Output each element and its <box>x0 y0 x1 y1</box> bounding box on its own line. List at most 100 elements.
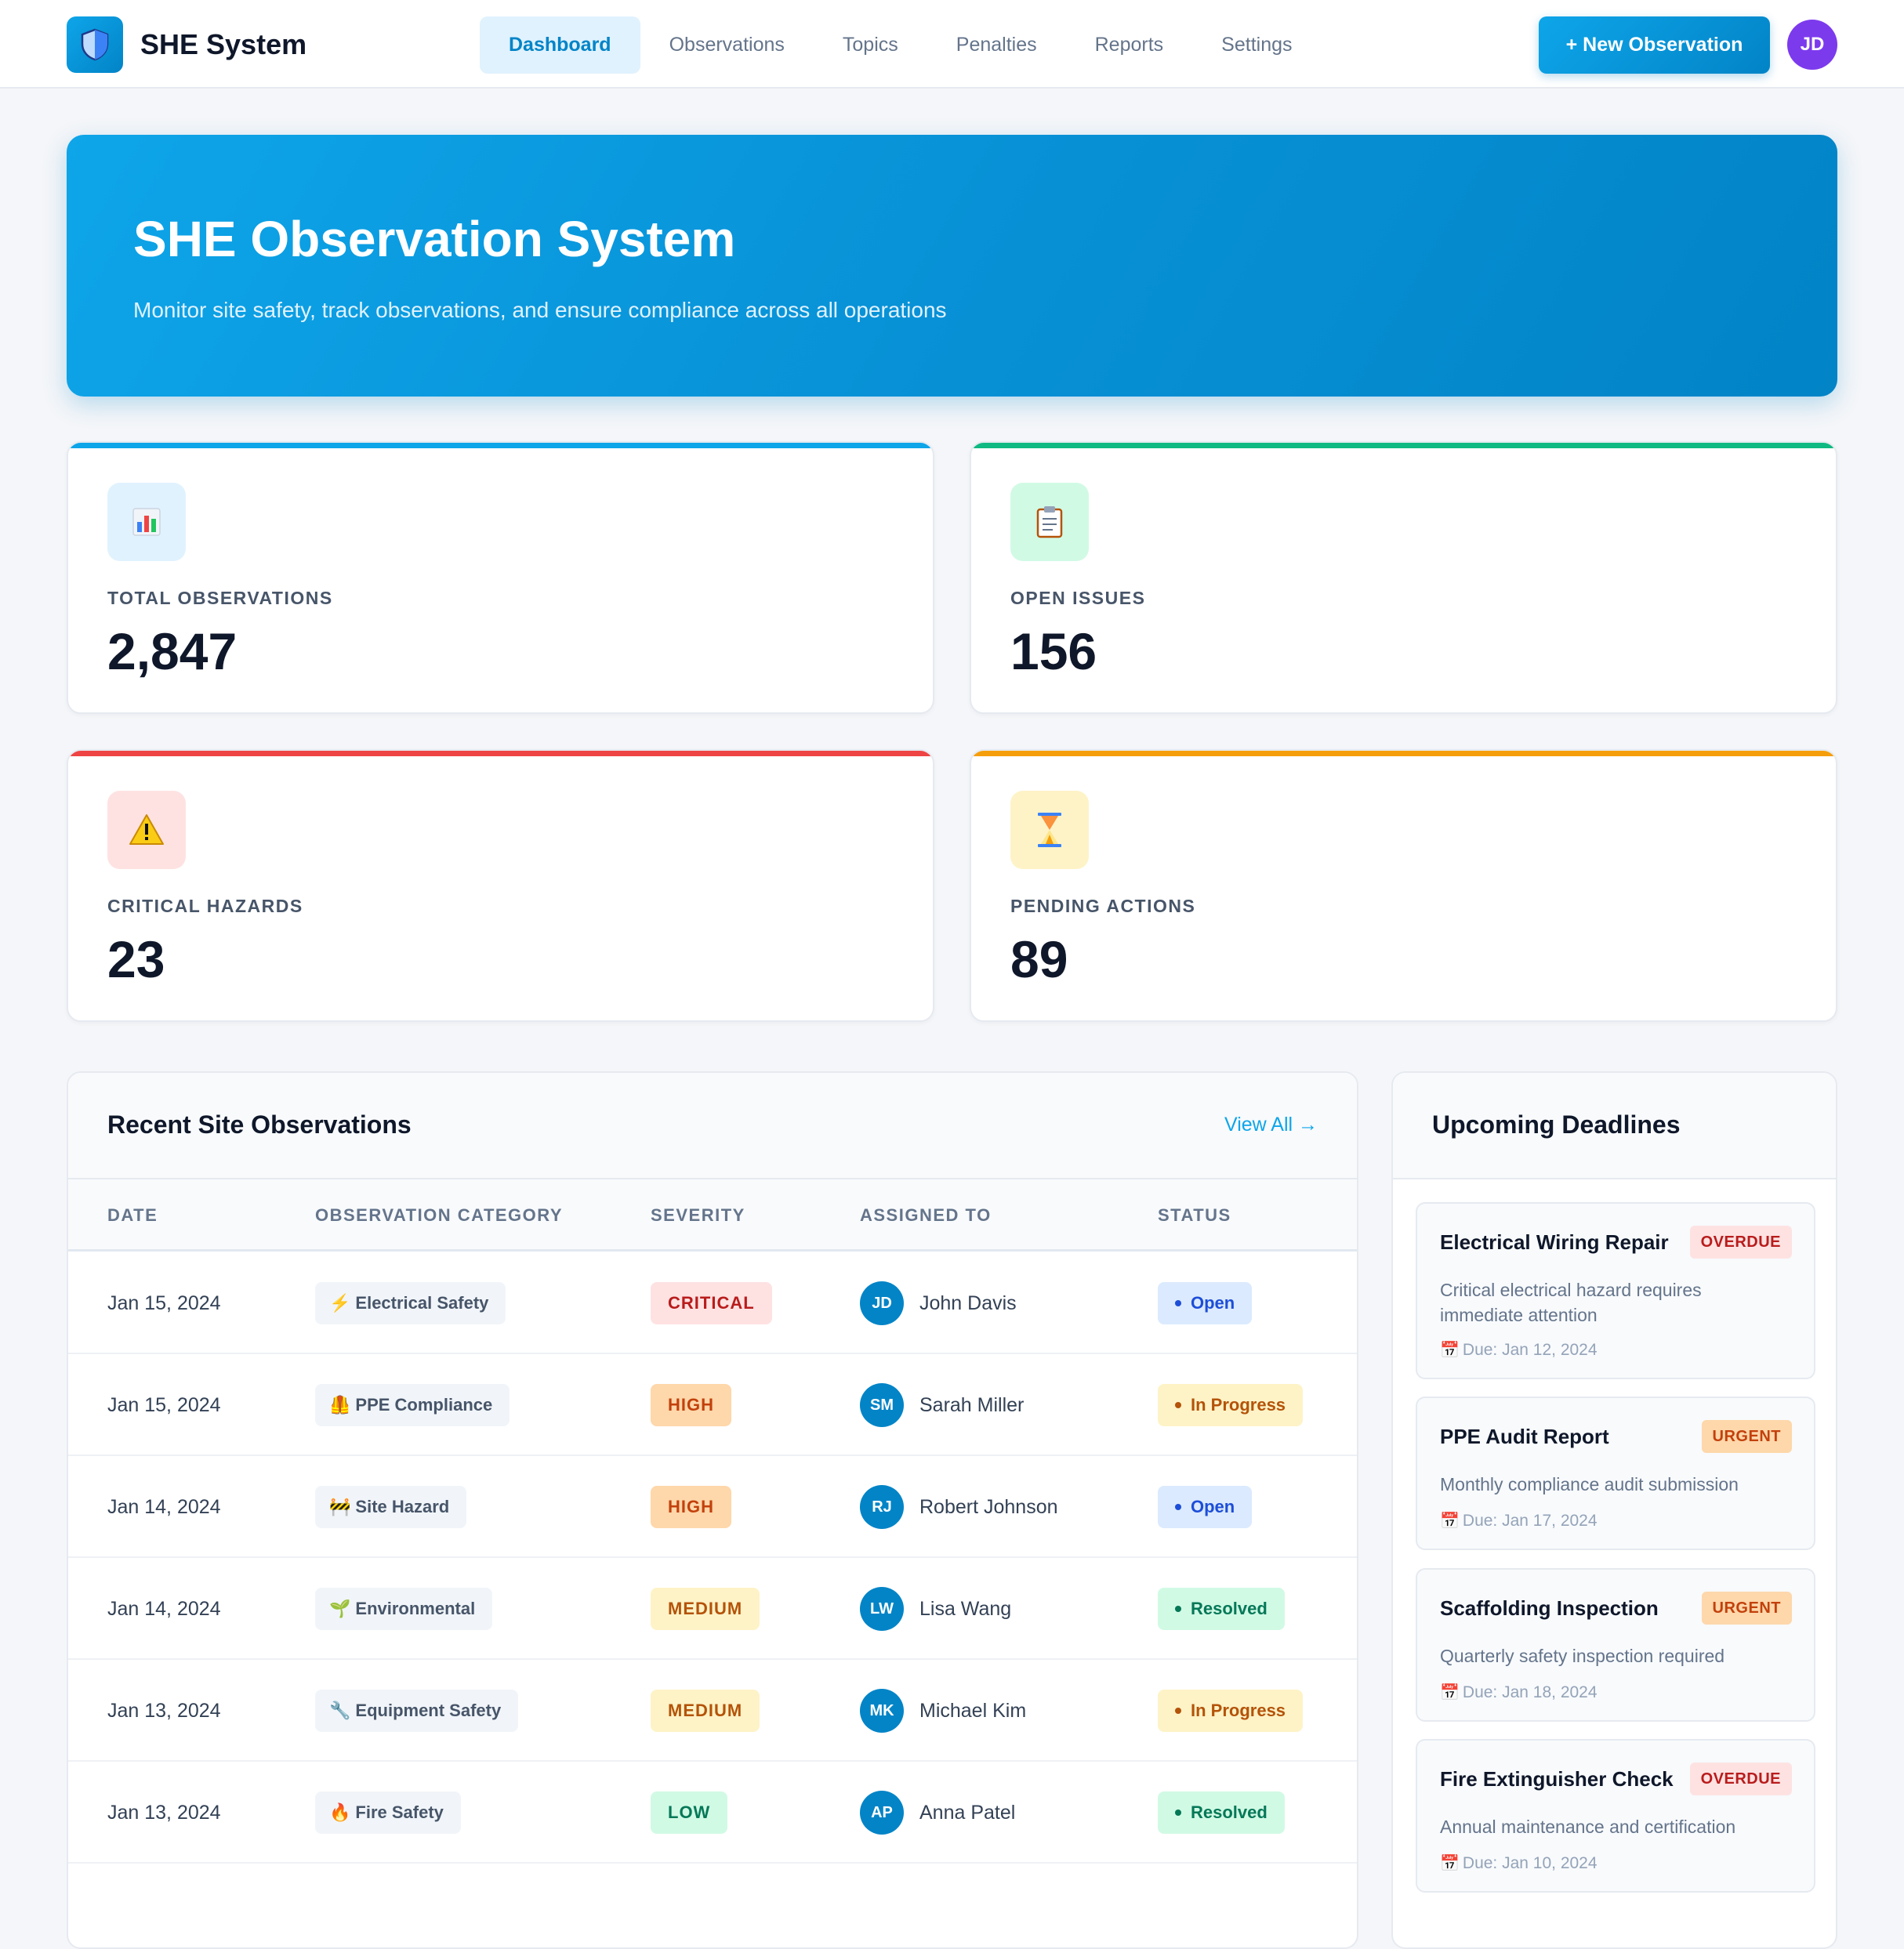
stat-value: 2,847 <box>107 622 238 680</box>
calendar-icon: 📅 <box>1440 1512 1460 1530</box>
tab-settings[interactable]: Settings <box>1221 34 1293 56</box>
severity-badge: CRITICAL <box>651 1282 772 1324</box>
table-body: Jan 15, 2024 ⚡ Electrical Safety CRITICAL JD… <box>68 1252 1357 1864</box>
category-cell: 🦺 PPE Compliance <box>315 1354 510 1456</box>
deadline-tag: URGENT <box>1701 1592 1792 1625</box>
status-badge: In Progress <box>1158 1384 1304 1426</box>
table-row[interactable]: Jan 13, 2024 🔧 Equipment Safety MEDIUM MK Mic… <box>68 1660 1357 1762</box>
stat-card-critical-hazards[interactable]: CRITICAL HAZARDS 23 <box>67 749 934 1022</box>
deadline-tag: OVERDUE <box>1689 1762 1792 1795</box>
deadline-description: Annual maintenance and certification <box>1440 1817 1736 1837</box>
deadline-item[interactable]: Fire Extinguisher Check OVERDUE Annual mai… <box>1416 1739 1815 1893</box>
deadline-due: 📅 Due: Jan 12, 2024 <box>1440 1340 1598 1360</box>
category-chip[interactable]: 🔥 Fire Safety <box>315 1791 461 1834</box>
status-label: In Progress <box>1191 1395 1286 1415</box>
bar-chart-icon <box>107 483 186 561</box>
category-chip[interactable]: 🦺 PPE Compliance <box>315 1384 510 1426</box>
date-cell: Jan 13, 2024 <box>107 1699 221 1722</box>
deadline-description: Monthly compliance audit submission <box>1440 1474 1739 1494</box>
severity-cell: LOW <box>651 1762 728 1864</box>
tab-observations[interactable]: Observations <box>669 34 785 56</box>
deadline-item[interactable]: PPE Audit Report URGENT Monthly compliance… <box>1416 1397 1815 1550</box>
view-all-link[interactable]: View All → <box>1224 1114 1318 1136</box>
status-dot-icon <box>1175 1810 1181 1816</box>
stat-card-total-observations[interactable]: TOTAL OBSERVATIONS 2,847 <box>67 441 934 714</box>
severity-badge: HIGH <box>651 1486 731 1528</box>
stat-card-open-issues[interactable]: OPEN ISSUES 156 <box>970 441 1837 714</box>
calendar-icon: 📅 <box>1440 1342 1460 1359</box>
table-row[interactable]: Jan 15, 2024 ⚡ Electrical Safety CRITICAL JD… <box>68 1252 1357 1354</box>
stat-label: OPEN ISSUES <box>1010 588 1146 608</box>
tab-penalties[interactable]: Penalties <box>956 34 1037 56</box>
column-header-severity[interactable]: SEVERITY <box>651 1205 745 1225</box>
date-cell: Jan 14, 2024 <box>107 1597 221 1620</box>
status-dot-icon <box>1175 1504 1181 1510</box>
deadline-title: Electrical Wiring Repair <box>1440 1230 1669 1254</box>
severity-badge: LOW <box>651 1791 728 1834</box>
status-badge: Open <box>1158 1282 1253 1324</box>
date-cell: Jan 15, 2024 <box>107 1393 221 1416</box>
stat-accent-bar <box>971 751 1836 756</box>
status-dot-icon <box>1175 1402 1181 1408</box>
category-cell: 🚧 Site Hazard <box>315 1456 467 1558</box>
tab-topics[interactable]: Topics <box>842 34 898 56</box>
status-badge: Open <box>1158 1486 1253 1528</box>
assignee-name: Sarah Miller <box>919 1393 1025 1416</box>
assignee-cell: AP Anna Patel <box>860 1762 1015 1864</box>
category-label: PPE Compliance <box>355 1395 493 1415</box>
avatar: LW <box>860 1587 904 1631</box>
panel-title: Upcoming Deadlines <box>1432 1110 1681 1139</box>
table-row[interactable]: Jan 14, 2024 🚧 Site Hazard HIGH RJ Robert Joh… <box>68 1456 1357 1558</box>
status-badge: Resolved <box>1158 1791 1285 1834</box>
brand-name: SHE System <box>140 28 307 60</box>
date-cell: Jan 15, 2024 <box>107 1291 221 1314</box>
severity-cell: MEDIUM <box>651 1660 760 1762</box>
user-avatar[interactable]: JD <box>1787 20 1837 70</box>
clipboard-icon <box>1010 483 1089 561</box>
avatar: MK <box>860 1689 904 1733</box>
due-date: Due: Jan 18, 2024 <box>1462 1683 1598 1701</box>
deadline-title: Fire Extinguisher Check <box>1440 1767 1674 1791</box>
category-label: Fire Safety <box>355 1802 444 1822</box>
category-chip[interactable]: 🌱 Environmental <box>315 1588 493 1630</box>
avatar: SM <box>860 1383 904 1427</box>
category-label: Site Hazard <box>355 1497 450 1516</box>
tab-reports[interactable]: Reports <box>1094 34 1164 56</box>
table-row[interactable]: Jan 13, 2024 🔥 Fire Safety LOW AP Anna Patel R… <box>68 1762 1357 1864</box>
column-header-date[interactable]: DATE <box>107 1205 158 1225</box>
stat-card-pending-actions[interactable]: PENDING ACTIONS 89 <box>970 749 1837 1022</box>
deadline-item[interactable]: Electrical Wiring Repair OVERDUE Critical … <box>1416 1202 1815 1379</box>
recent-observations-panel: Recent Site Observations View All → DATE… <box>67 1071 1358 1949</box>
table-row[interactable]: Jan 15, 2024 🦺 PPE Compliance HIGH SM Sarah M… <box>68 1354 1357 1456</box>
column-header-category[interactable]: OBSERVATION CATEGORY <box>315 1205 564 1225</box>
severity-cell: HIGH <box>651 1456 731 1558</box>
assignee-cell: SM Sarah Miller <box>860 1354 1024 1456</box>
panel-header: Recent Site Observations View All → <box>68 1073 1357 1179</box>
status-label: Open <box>1191 1497 1235 1516</box>
brand[interactable]: SHE System <box>67 16 306 73</box>
category-cell: ⚡ Electrical Safety <box>315 1252 506 1354</box>
category-label: Environmental <box>355 1599 476 1618</box>
deadline-item[interactable]: Scaffolding Inspection URGENT Quarterly sa… <box>1416 1568 1815 1722</box>
column-header-status[interactable]: STATUS <box>1158 1205 1231 1225</box>
table-header: DATE OBSERVATION CATEGORY SEVERITY ASSIG… <box>68 1179 1357 1252</box>
assignee-name: Michael Kim <box>919 1699 1027 1722</box>
hero-banner: SHE Observation System Monitor site safe… <box>67 135 1837 397</box>
column-header-assigned-to[interactable]: ASSIGNED TO <box>860 1205 992 1225</box>
category-chip[interactable]: 🚧 Site Hazard <box>315 1486 467 1528</box>
avatar: AP <box>860 1791 904 1835</box>
stat-accent-bar <box>68 443 933 448</box>
tab-dashboard[interactable]: Dashboard <box>480 16 640 74</box>
table-row[interactable]: Jan 14, 2024 🌱 Environmental MEDIUM LW Lisa W… <box>68 1558 1357 1660</box>
category-chip[interactable]: ⚡ Electrical Safety <box>315 1282 506 1324</box>
status-cell: Resolved <box>1158 1762 1285 1864</box>
new-observation-button[interactable]: + New Observation <box>1539 16 1770 74</box>
status-cell: Open <box>1158 1456 1253 1558</box>
status-dot-icon <box>1175 1708 1181 1714</box>
avatar: RJ <box>860 1485 904 1529</box>
avatar: JD <box>860 1281 904 1325</box>
page-subtitle: Monitor site safety, track observations,… <box>133 298 947 322</box>
hourglass-icon <box>1010 791 1089 869</box>
category-chip[interactable]: 🔧 Equipment Safety <box>315 1690 519 1732</box>
calendar-icon: 📅 <box>1440 1855 1460 1872</box>
